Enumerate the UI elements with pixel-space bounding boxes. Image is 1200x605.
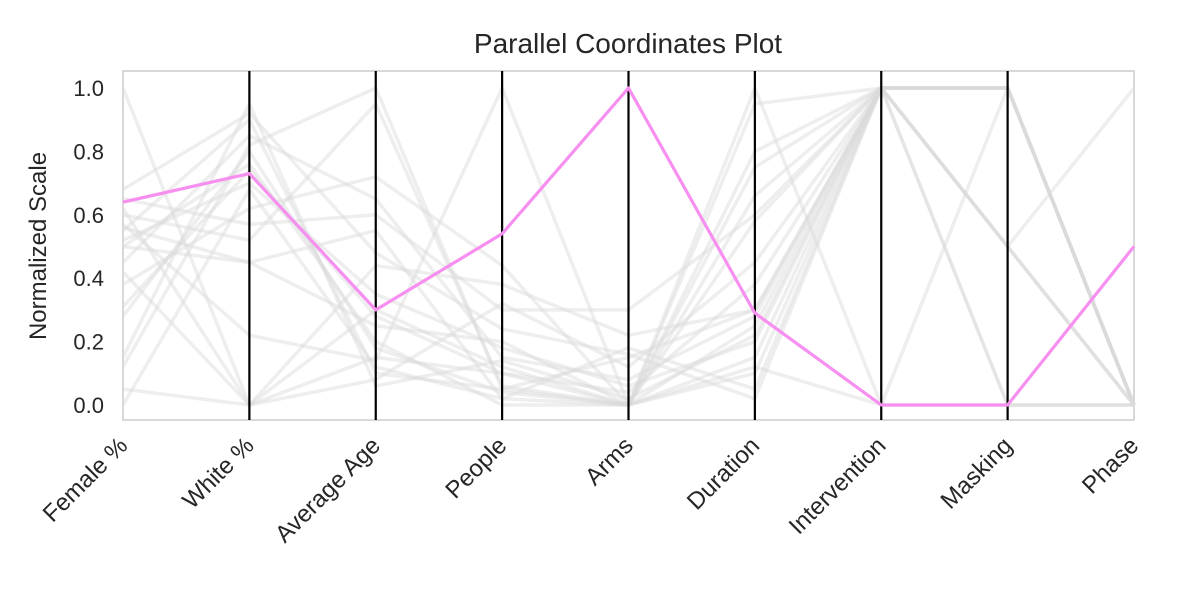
y-tick-label: 0.0 bbox=[73, 393, 104, 418]
highlighted-line-group bbox=[122, 86, 1136, 407]
x-tick-label: Intervention bbox=[784, 432, 892, 540]
x-tick-label: Masking bbox=[936, 432, 1018, 514]
y-tick-label: 0.2 bbox=[73, 330, 104, 355]
y-tick-label: 0.4 bbox=[73, 266, 104, 291]
highlighted-line bbox=[122, 86, 1136, 407]
chart-title: Parallel Coordinates Plot bbox=[474, 28, 782, 59]
x-tick-label: Arms bbox=[580, 432, 639, 491]
x-tick-label: Female % bbox=[38, 432, 133, 527]
x-tick-labels: Female % White % Average Age People Arms Dura… bbox=[38, 432, 1144, 548]
y-tick-label: 0.8 bbox=[73, 139, 104, 164]
x-tick-label: Average Age bbox=[270, 432, 386, 548]
y-tick-label: 0.6 bbox=[73, 203, 104, 228]
x-tick-label: Duration bbox=[682, 432, 765, 515]
y-tick-label: 1.0 bbox=[73, 76, 104, 101]
vertical-axes bbox=[248, 71, 1009, 420]
x-tick-label: White % bbox=[177, 432, 259, 514]
y-ticks: 0.0 0.2 0.4 0.6 0.8 1.0 bbox=[73, 76, 104, 418]
x-tick-label: Phase bbox=[1077, 432, 1144, 499]
y-axis-label: Normalized Scale bbox=[25, 152, 52, 340]
x-tick-label: People bbox=[440, 432, 512, 504]
